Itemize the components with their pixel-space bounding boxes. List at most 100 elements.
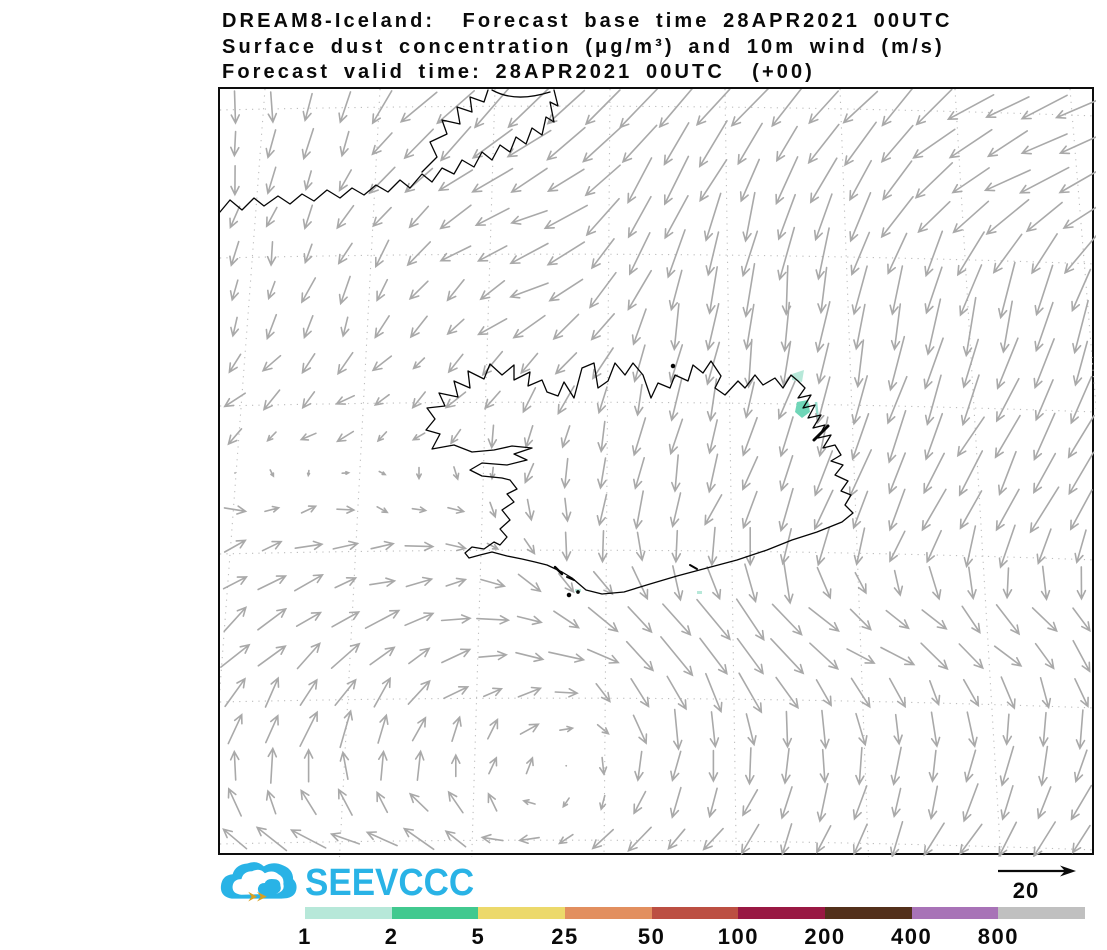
wind-arrow [487,424,498,450]
wind-arrow [738,672,763,714]
wind-arrow [1074,749,1088,784]
wind-arrow [443,686,470,700]
wind-arrow [631,566,649,601]
wind-arrow [985,96,1030,118]
wind-arrow [923,337,944,390]
wind-arrow [399,91,438,123]
wind-arrow [337,788,353,816]
wind-arrow [265,206,278,228]
wind-arrow [669,492,682,528]
wind-arrow [1068,451,1095,496]
colorbar-tick-label: 5 [471,924,486,949]
wind-arrow [1062,206,1096,229]
wind-arrow [855,712,868,747]
colorbar-segment [825,907,912,919]
wind-arrow [880,646,916,666]
wind-arrow [669,786,682,819]
wind-arrow [1000,676,1016,710]
wind-arrow [915,89,953,126]
wind-arrow [815,301,831,354]
wind-arrow [474,207,510,227]
wind-arrow [584,164,621,197]
wind-arrow [670,303,680,352]
wind-arrow [887,410,907,464]
wind-arrow [705,672,723,714]
wind-arrow [1063,234,1096,275]
colorbar-tick-label: 200 [804,924,846,949]
wind-arrow [445,577,468,587]
wind-arrow [813,193,833,242]
south-coast-mark [689,564,698,570]
wind-arrow [303,243,313,265]
wind-arrow [406,241,431,267]
wind-arrow [340,316,350,338]
wind-arrow [584,89,621,126]
wind-arrow [261,354,282,372]
wind-arrow [229,749,240,781]
wind-arrow [230,165,240,197]
wind-arrow [589,271,617,309]
wind-arrow [815,679,833,707]
wind-arrow [1070,375,1093,425]
wind-arrow [487,717,499,740]
wind-arrow [483,687,504,698]
wind-arrow [439,204,472,230]
wind-arrow [372,206,392,228]
wind-arrow [1070,784,1093,821]
wind-arrow [923,822,945,857]
wind-arrow [261,540,283,552]
wind-arrow [1071,824,1091,854]
wind-arrow [1033,452,1057,494]
wind-arrow [658,89,693,129]
wind-arrow [782,710,793,749]
wind-arrow [1020,94,1068,120]
wind-arrow [618,89,659,129]
wind-arrow [510,167,548,194]
seevccc-logo: SEEVCCC [219,858,474,908]
wind-arrow [890,746,902,786]
wind-arrow [543,204,588,230]
wind-arrow [627,269,652,311]
wind-arrow [477,318,508,336]
wind-arrow [301,277,317,304]
wind-arrow [337,351,354,376]
wind-arrow [745,747,755,786]
wind-arrow [706,378,718,423]
wind-arrow [893,713,903,746]
logo-arrow-chevron [257,891,267,902]
wind-arrow [267,91,278,124]
wind-arrow [1002,567,1013,600]
wind-arrow [548,278,584,302]
wind-arrow [376,278,389,302]
wind-arrow [444,830,467,848]
wind-arrow [506,129,552,158]
south-coast-mark [566,576,575,581]
wind-arrow [489,501,497,519]
cloud-icon [220,862,297,902]
wind-arrow [481,350,504,377]
wind-arrow [1029,486,1060,534]
wind-arrow [666,675,687,711]
wind-arrow [1058,170,1096,194]
wind-arrow [627,826,652,852]
colorbar-tick-label: 2 [384,924,399,949]
wind-arrow [951,167,990,194]
wind-arrow [524,462,535,484]
wind-arrow [368,166,396,195]
wind-arrow [229,240,240,267]
wind-arrow [983,169,1031,192]
wind-arrow [778,487,794,533]
wind-arrow [882,160,913,201]
wind-arrow [962,783,979,823]
wind-arrow [330,642,361,669]
wind-arrow [223,392,246,408]
wind-arrow [411,391,426,410]
wind-arrow [404,612,435,627]
wind-arrow [631,308,647,346]
wind-arrow [473,89,510,129]
colorbar-tick-label: 100 [717,924,759,949]
wind-arrow [777,193,796,241]
wind-arrow [636,531,646,562]
wind-arrow [890,821,904,857]
wind-arrow [447,790,464,814]
